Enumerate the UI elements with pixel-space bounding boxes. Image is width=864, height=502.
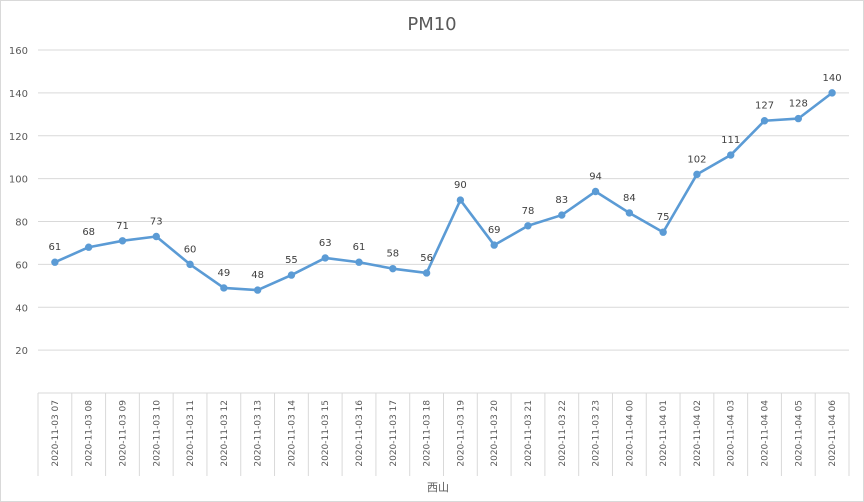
data-point — [220, 284, 228, 292]
x-tick-label: 2020-11-03 18 — [423, 400, 433, 467]
data-point — [693, 170, 701, 179]
y-tick-label: 160 — [9, 46, 28, 57]
data-label: 127 — [755, 101, 774, 112]
data-label: 60 — [184, 244, 197, 255]
data-point — [524, 222, 532, 230]
y-tick-label: 80 — [15, 218, 28, 229]
x-tick-label: 2020-11-03 10 — [152, 400, 162, 467]
data-label: 83 — [555, 195, 568, 206]
data-point — [828, 89, 836, 97]
data-label: 140 — [823, 73, 842, 84]
data-label: 111 — [721, 135, 740, 146]
x-tick-label: 2020-11-03 13 — [254, 400, 264, 467]
x-tick-label: 2020-11-03 14 — [287, 400, 297, 467]
x-tick-label: 2020-11-03 11 — [186, 400, 196, 467]
y-tick-label: 20 — [15, 346, 28, 357]
y-tick-label: 120 — [9, 132, 28, 143]
gridlines — [38, 49, 849, 351]
data-point — [389, 264, 397, 273]
x-tick-label: 2020-11-03 16 — [355, 400, 365, 467]
data-label: 56 — [420, 253, 433, 264]
series-polyline — [53, 91, 834, 292]
x-tick-label: 2020-11-03 12 — [220, 400, 230, 467]
x-tick-label: 2020-11-03 21 — [524, 400, 534, 467]
data-point — [186, 260, 194, 269]
x-tick-label: 2020-11-03 07 — [51, 400, 61, 467]
data-label: 48 — [251, 270, 264, 281]
data-label: 55 — [285, 255, 298, 266]
data-label: 75 — [657, 212, 670, 223]
data-label: 61 — [353, 242, 366, 253]
x-tick-label: 2020-11-03 17 — [389, 400, 399, 467]
y-tick-label: 40 — [15, 303, 28, 314]
data-point — [794, 114, 803, 123]
data-label: 61 — [49, 242, 62, 253]
data-label: 73 — [150, 217, 163, 228]
data-point — [659, 228, 667, 236]
y-tick-label: 140 — [9, 89, 28, 100]
data-point — [355, 258, 363, 266]
data-label: 90 — [454, 180, 467, 191]
data-point — [558, 211, 566, 219]
data-point — [321, 254, 329, 262]
data-point — [760, 117, 769, 125]
x-tick-label: 2020-11-03 22 — [558, 400, 568, 467]
x-tick-label: 2020-11-04 01 — [659, 400, 669, 467]
x-tick-label: 2020-11-03 08 — [85, 400, 95, 467]
chart-title: PM10 — [407, 14, 456, 35]
data-label: 68 — [82, 227, 95, 238]
data-point — [422, 269, 431, 277]
data-label: 71 — [116, 221, 129, 232]
data-point — [456, 196, 465, 204]
data-label: 69 — [488, 225, 501, 236]
x-tick-label: 2020-11-03 15 — [321, 400, 331, 467]
y-tick-label: 100 — [9, 175, 28, 186]
data-point — [51, 258, 59, 266]
data-point — [84, 243, 93, 251]
x-tick-label: 2020-11-04 04 — [761, 400, 771, 467]
data-point — [625, 209, 634, 217]
x-group-label: 西山 — [427, 481, 449, 494]
data-point — [253, 286, 262, 294]
x-tick-label: 2020-11-03 23 — [592, 400, 602, 467]
data-label: 78 — [522, 206, 535, 217]
x-axis: 2020-11-03 07 2020-11-03 08 2020-11-03 09 2… — [37, 392, 850, 476]
data-point — [118, 237, 127, 245]
data-label: 49 — [217, 268, 230, 279]
data-point — [591, 187, 600, 196]
data-label: 58 — [386, 249, 399, 260]
series-points — [51, 89, 836, 294]
y-axis-ticks: 20 40 60 80 100 120 140 160 — [9, 46, 28, 357]
data-labels: 61 68 71 73 60 49 48 55 63 61 58 56 90 69 78 83 94 84 75 10… — [49, 73, 842, 281]
x-tick-label: 2020-11-04 03 — [727, 400, 737, 467]
data-label: 84 — [623, 193, 636, 204]
data-point — [490, 241, 498, 249]
data-label: 128 — [789, 99, 808, 110]
x-tick-label: 2020-11-03 09 — [118, 400, 128, 467]
series-line — [53, 91, 834, 292]
data-point — [152, 232, 160, 241]
data-label: 94 — [589, 171, 602, 182]
data-point — [287, 271, 296, 279]
y-tick-label: 60 — [15, 260, 28, 271]
x-tick-label: 2020-11-04 02 — [693, 400, 703, 467]
data-label: 63 — [319, 238, 332, 249]
x-tick-label: 2020-11-03 20 — [490, 400, 500, 467]
x-tick-label: 2020-11-03 19 — [456, 400, 466, 467]
x-tick-label: 2020-11-04 05 — [794, 400, 804, 467]
data-label: 102 — [687, 154, 706, 165]
data-point — [727, 151, 735, 159]
x-tick-label: 2020-11-04 06 — [828, 400, 838, 467]
x-tick-label: 2020-11-04 00 — [625, 400, 635, 467]
